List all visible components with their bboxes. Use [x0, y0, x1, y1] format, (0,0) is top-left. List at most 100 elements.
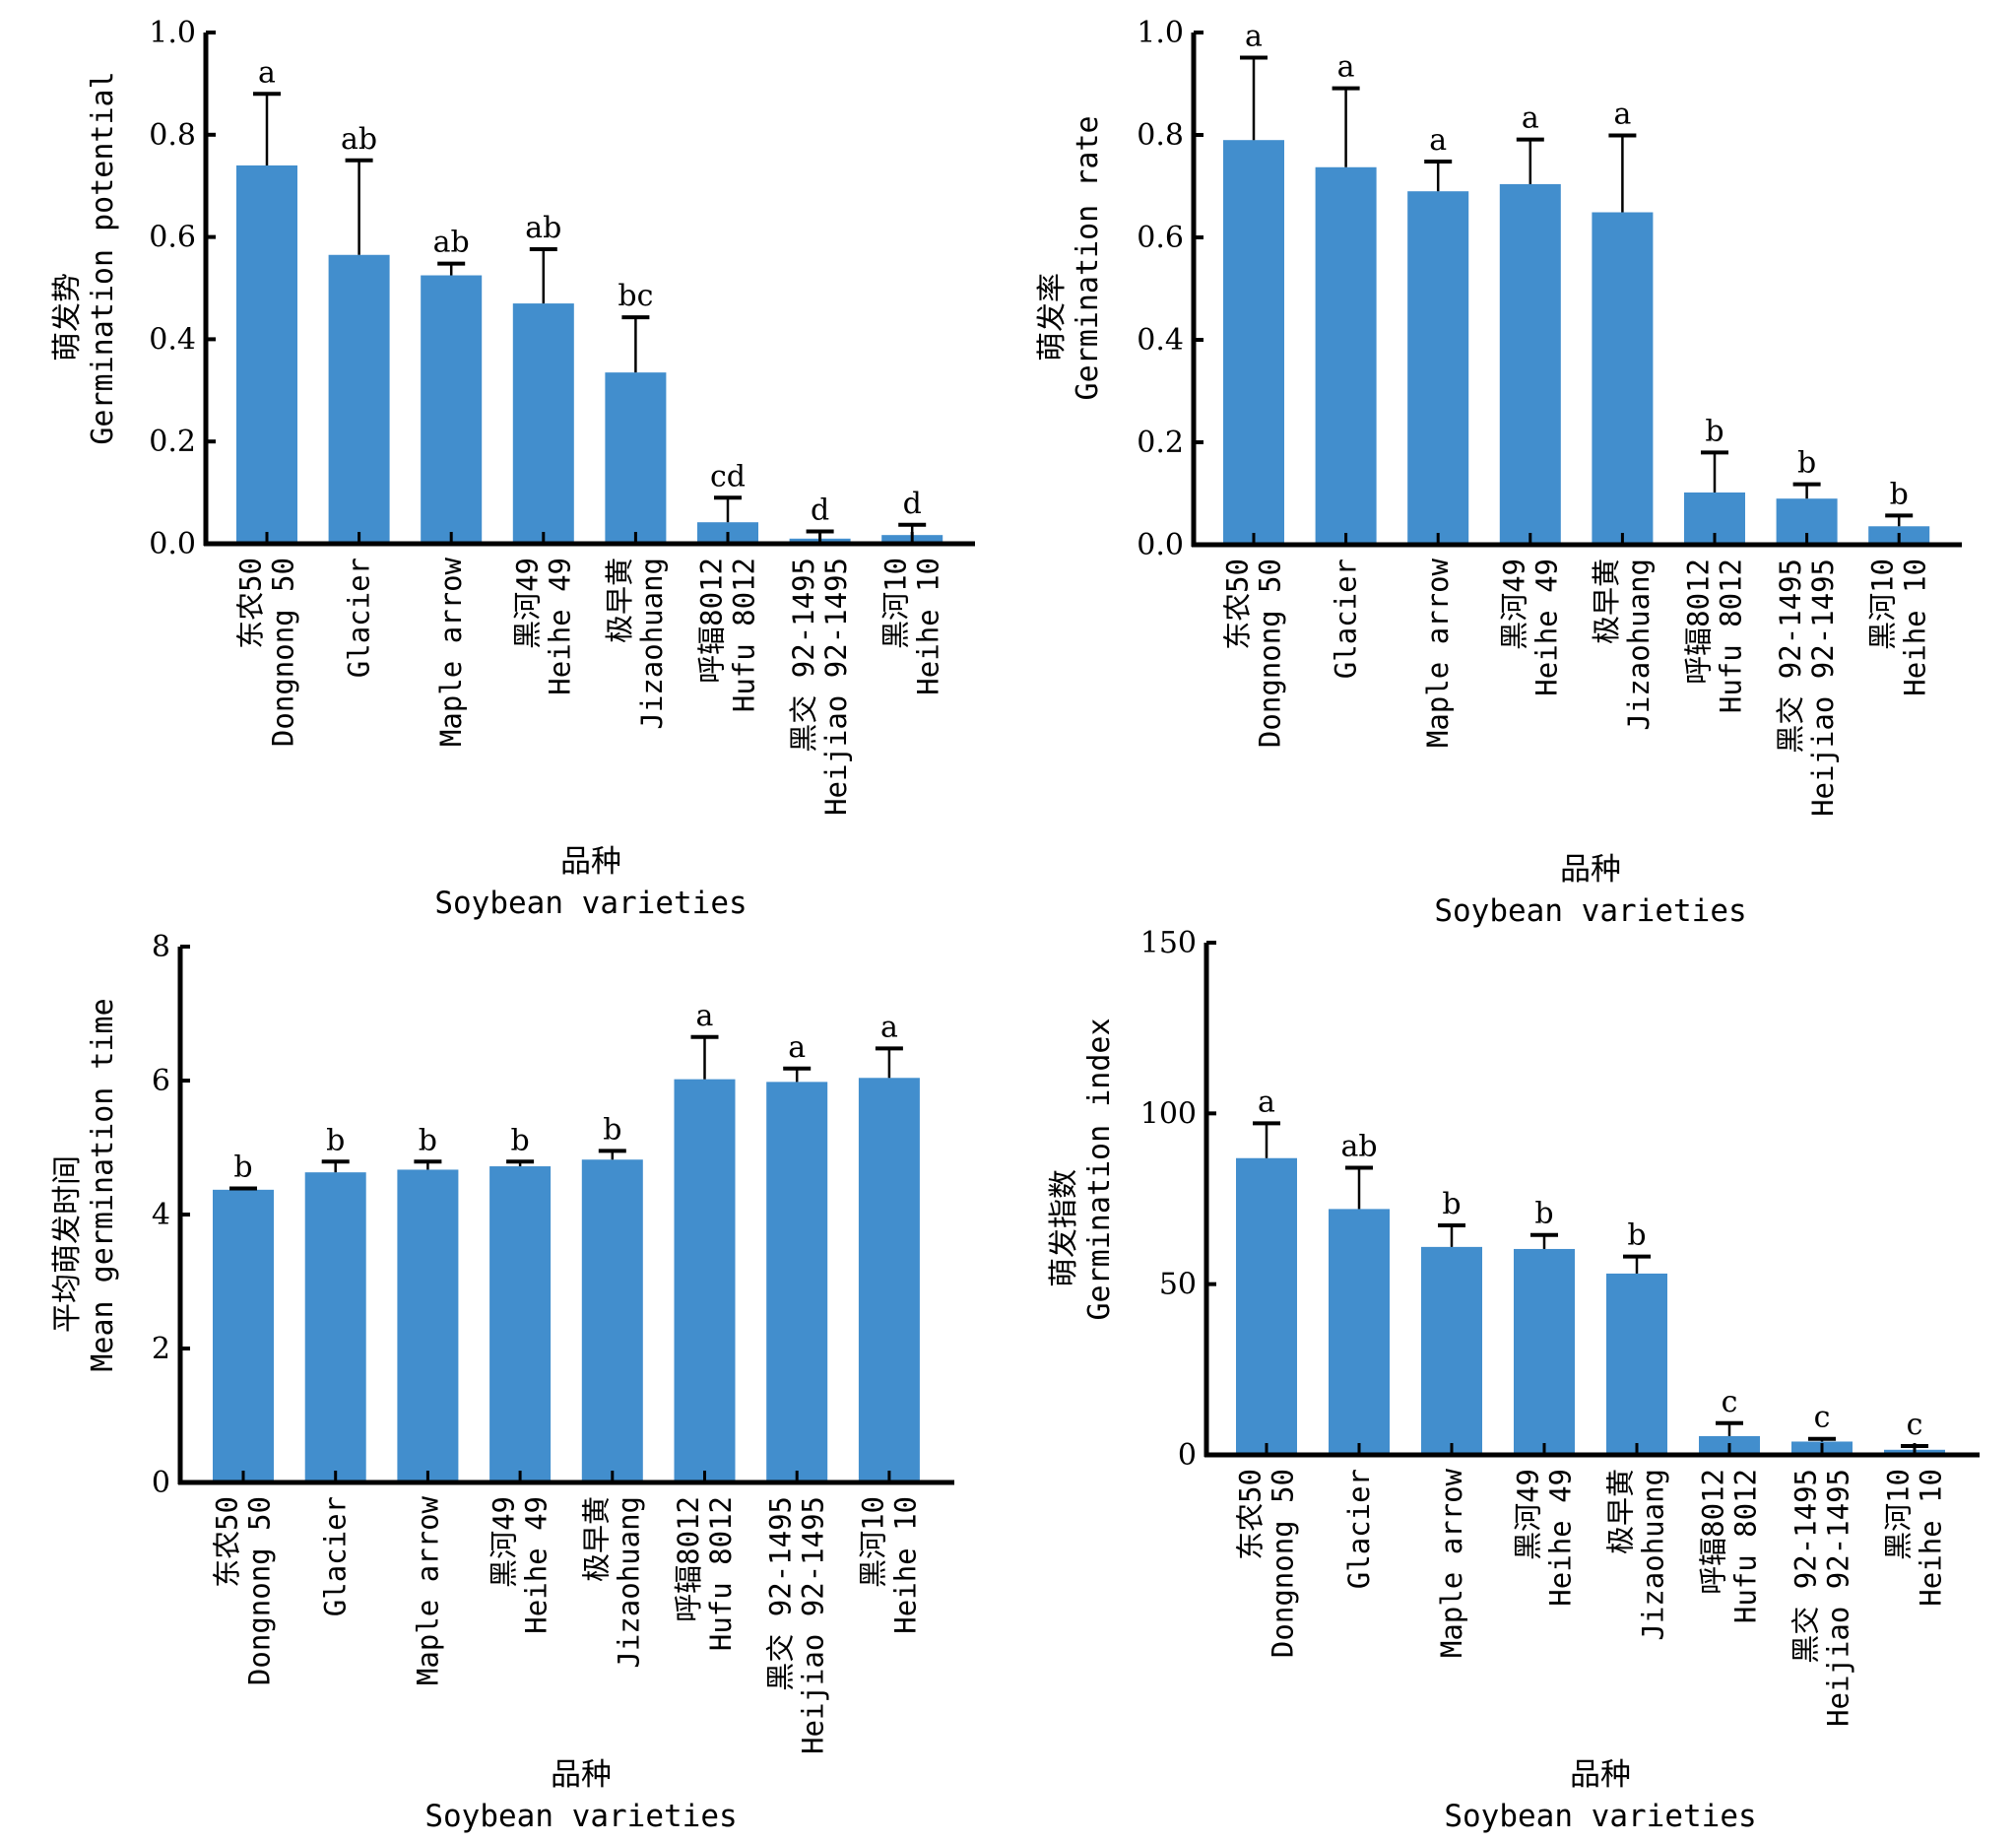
x-axis-title-cn: 品种 — [560, 844, 621, 880]
significance-label: a — [788, 1030, 806, 1065]
x-tick-label: Heihe 49 — [1544, 1469, 1578, 1607]
x-tick-label: Dongnong 50 — [243, 1496, 277, 1685]
x-tick-label: Glacier — [1342, 1469, 1376, 1589]
bar-5 — [605, 372, 667, 544]
significance-label: b — [603, 1112, 621, 1147]
significance-label: bc — [618, 279, 653, 313]
x-tick-label: Heijiao 92-1495 — [1806, 559, 1840, 817]
x-axis-title-en: Soybean varieties — [1434, 893, 1746, 929]
bar-2 — [1329, 1209, 1390, 1455]
y-tick-label: 0.6 — [1137, 221, 1184, 255]
x-tick-label: Glacier — [343, 558, 376, 678]
x-tick-label: Dongnong 50 — [267, 558, 300, 747]
y-tick-label: 0.4 — [149, 322, 196, 357]
x-tick-label: 黑河49 — [510, 558, 544, 649]
significance-label: d — [903, 487, 922, 521]
x-tick-label: Heijiao 92-1495 — [797, 1496, 830, 1754]
significance-label: c — [1814, 1401, 1831, 1435]
y-axis-title-en: Germination rate — [1071, 116, 1105, 401]
bar-2 — [304, 1172, 366, 1482]
y-tick-label: 0.8 — [1137, 118, 1184, 153]
x-tick-label: 东农50 — [1234, 1469, 1268, 1560]
x-tick-label: 呼辐8012 — [672, 1496, 705, 1622]
bar-1 — [236, 164, 297, 544]
significance-label: a — [696, 999, 714, 1033]
x-axis-title-en: Soybean varieties — [434, 886, 747, 921]
significance-label: b — [1534, 1197, 1553, 1231]
bar-5 — [581, 1159, 643, 1482]
y-axis-title-en: Germination potential — [86, 71, 120, 444]
y-tick-label: 0.8 — [149, 118, 196, 153]
bar-4 — [1514, 1248, 1575, 1455]
bar-1 — [1223, 140, 1284, 545]
chart-germination-potential: a 东农50 Dongnong 50 ab Glacier ab Maple arrow ab… — [50, 16, 975, 921]
significance-label: b — [1627, 1218, 1646, 1253]
x-tick-label: 极早黄 — [603, 558, 636, 643]
significance-label: c — [1722, 1385, 1738, 1419]
bar-1 — [1236, 1157, 1297, 1455]
significance-label: a — [258, 55, 276, 90]
y-tick-label: 0.4 — [1137, 323, 1184, 358]
significance-label: c — [1907, 1408, 1923, 1442]
x-tick-label: Hufu 8012 — [728, 558, 761, 712]
x-tick-label: 呼辐8012 — [1682, 559, 1716, 685]
y-tick-label: 0.0 — [1137, 528, 1184, 562]
x-tick-label: 东农50 — [1221, 559, 1255, 650]
bar-5 — [1606, 1273, 1667, 1455]
y-tick-label: 8 — [152, 930, 170, 964]
x-tick-label: 黑交 92-1495 — [1789, 1469, 1823, 1664]
x-tick-label: 黑河49 — [488, 1496, 521, 1588]
bar-1 — [213, 1189, 274, 1482]
significance-label: b — [1442, 1187, 1461, 1221]
y-tick-label: 1.0 — [149, 16, 196, 50]
significance-label: ab — [525, 211, 561, 245]
bar-2 — [1315, 166, 1377, 545]
y-axis-title-cn: 萌发势 — [50, 273, 85, 362]
x-tick-label: 黑河49 — [1497, 559, 1530, 650]
significance-label: b — [1705, 414, 1723, 448]
y-tick-label: 0 — [1178, 1438, 1197, 1473]
x-tick-label: Jizaohuang — [1637, 1469, 1670, 1641]
x-tick-label: Glacier — [1330, 559, 1363, 679]
y-tick-label: 0.6 — [149, 221, 196, 255]
x-tick-label: Glacier — [319, 1496, 353, 1616]
bar-3 — [1407, 191, 1469, 545]
x-tick-label: Heihe 49 — [1529, 559, 1563, 696]
bar-8 — [858, 1078, 920, 1482]
significance-label: b — [1890, 477, 1909, 511]
x-tick-label: Heihe 49 — [520, 1496, 553, 1634]
bar-5 — [1592, 212, 1654, 545]
significance-label: a — [880, 1010, 898, 1044]
x-tick-label: 黑河10 — [1882, 1469, 1916, 1560]
y-tick-label: 0.2 — [1137, 426, 1184, 460]
chart-germination-rate: a 东农50 Dongnong 50 a Glacier a Maple arrow a 黑河4… — [1035, 16, 1962, 929]
x-tick-label: Hufu 8012 — [704, 1496, 738, 1651]
y-axis-title-en: Germination index — [1082, 1018, 1117, 1320]
significance-label: a — [1258, 1085, 1275, 1119]
x-tick-label: Jizaohuang — [635, 558, 669, 730]
x-tick-label: 黑河49 — [1512, 1469, 1545, 1560]
significance-label: cd — [710, 459, 746, 493]
bar-4 — [1499, 183, 1561, 546]
bar-3 — [1421, 1246, 1482, 1455]
x-axis-title-cn: 品种 — [551, 1757, 612, 1793]
x-tick-label: 黑交 92-1495 — [787, 558, 820, 753]
y-tick-label: 4 — [152, 1198, 170, 1232]
y-axis-title-en: Mean germination time — [86, 998, 120, 1371]
bar-3 — [421, 275, 483, 544]
significance-label: b — [419, 1123, 437, 1157]
bar-3 — [397, 1169, 459, 1482]
significance-label: ab — [433, 226, 470, 260]
x-tick-label: Maple arrow — [1421, 558, 1455, 748]
x-tick-label: 东农50 — [234, 558, 268, 649]
x-axis-title-cn: 品种 — [1560, 852, 1621, 888]
x-tick-label: 黑河10 — [856, 1496, 889, 1588]
significance-label: b — [510, 1123, 529, 1157]
significance-label: a — [1429, 123, 1447, 158]
y-axis-title-cn: 平均萌发时间 — [50, 1155, 85, 1333]
x-axis-title-en: Soybean varieties — [1444, 1799, 1756, 1834]
y-axis-title-cn: 萌发指数 — [1047, 1169, 1081, 1287]
x-tick-label: Heijiao 92-1495 — [819, 558, 853, 816]
x-tick-label: 极早黄 — [1604, 1469, 1638, 1554]
x-tick-label: Heijiao 92-1495 — [1822, 1469, 1855, 1727]
